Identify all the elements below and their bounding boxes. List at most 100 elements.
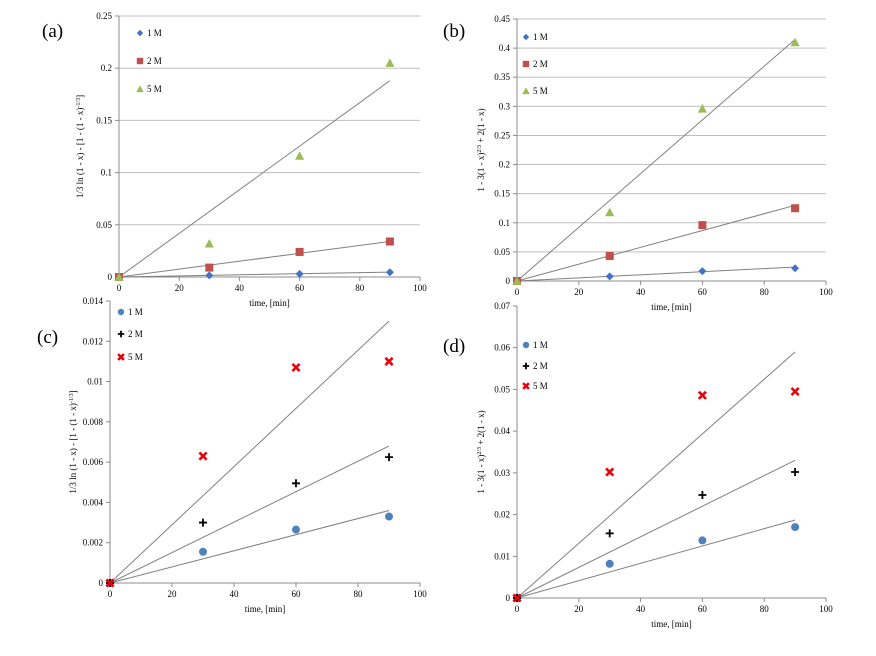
x-axis-label: time, [min] (249, 298, 290, 308)
y-tick-label: 0.15 (96, 115, 112, 125)
x-tick-label: 100 (413, 283, 427, 293)
legend-label-1m: 1 M (128, 307, 143, 317)
panel-label: (c) (37, 327, 58, 348)
y-tick-label: 0.04 (494, 426, 510, 436)
y-tick-label: 0.05 (494, 384, 510, 394)
x-tick-label: 100 (819, 604, 833, 614)
y-tick-label: 0.25 (96, 11, 112, 21)
y-tick-label: 0.01 (87, 377, 103, 387)
y-tick-label: 0.01 (494, 551, 510, 561)
y-tick-label: 0.05 (494, 247, 510, 257)
data-point-1m (385, 268, 394, 277)
data-point-2m (791, 204, 800, 213)
data-point-1m (605, 272, 614, 281)
panel-label: (d) (443, 336, 465, 357)
data-point-5m (790, 37, 800, 47)
x-tick-label: 80 (355, 283, 365, 293)
y-tick-label: 0.15 (494, 189, 510, 199)
data-point-5m (697, 104, 707, 113)
panel-label: (a) (42, 21, 63, 42)
y-tick-label: 0.4 (499, 43, 511, 53)
legend-label-5m: 5 M (533, 86, 548, 96)
fit-line-2m (516, 204, 796, 282)
y-tick-label: 0.014 (83, 296, 104, 306)
data-point-1m (698, 536, 707, 545)
legend-marker-5m (522, 87, 530, 95)
y-tick-label: 0.002 (83, 538, 103, 548)
y-axis-label: 1 - 3(1 - x)2/3 + 2(1 - x) (476, 108, 486, 191)
fit-line-1m (109, 510, 390, 584)
data-point-2m (385, 237, 394, 246)
legend-label-5m: 5 M (147, 84, 162, 94)
x-tick-label: 0 (108, 589, 113, 599)
data-point-1m (295, 269, 304, 278)
fit-line-1m (516, 266, 796, 282)
legend-marker-1m (117, 308, 125, 316)
x-tick-label: 100 (819, 287, 833, 297)
y-tick-label: 0.006 (83, 457, 104, 467)
data-point-1m (385, 512, 393, 521)
legend-label-2m: 2 M (533, 361, 548, 371)
fit-line-5m (516, 351, 796, 599)
data-point-5m (105, 578, 115, 588)
legend-label-2m: 2 M (533, 59, 548, 69)
x-tick-label: 40 (636, 604, 646, 614)
data-point-5m (385, 58, 395, 67)
fit-line-2m (516, 459, 796, 599)
data-point-1m (605, 559, 614, 568)
legend-marker-5m (136, 85, 144, 93)
x-tick-label: 20 (175, 283, 185, 293)
y-axis-label: 1/3 ln (1 - x) - [1 - (1 - x)-1/3] (68, 390, 78, 493)
data-point-5m (790, 386, 800, 397)
y-tick-label: 0.1 (101, 168, 112, 178)
legend-marker-1m (522, 33, 530, 41)
x-tick-label: 80 (354, 589, 364, 599)
legend-marker-1m (522, 341, 530, 349)
x-axis-label: time, [min] (651, 619, 692, 629)
y-tick-label: 0.35 (494, 72, 510, 82)
data-point-5m (605, 207, 615, 217)
fit-line-1m (118, 271, 390, 278)
x-tick-label: 20 (168, 589, 178, 599)
y-axis-label: 1 - 3(1 - x)2/3 + 2(1 - x) (476, 410, 486, 493)
fit-line-2m (118, 241, 390, 278)
y-tick-label: 0.05 (96, 220, 112, 230)
y-tick-label: 0.012 (83, 336, 103, 346)
legend-marker-1m (136, 29, 144, 37)
y-tick-label: 0.02 (494, 510, 510, 520)
data-point-2m (698, 221, 707, 230)
chart-panel-d: (d) 0 20 40 60 80 100 0 0.01 0.02 0.03 0.04 0.05 0.06… (443, 301, 833, 629)
data-point-5m (697, 390, 707, 400)
fit-line-2m (109, 445, 390, 584)
fit-line-5m (516, 39, 796, 282)
data-point-2m (605, 529, 614, 538)
x-tick-label: 60 (698, 287, 708, 297)
data-point-2m (605, 251, 614, 260)
y-tick-label: 0.3 (499, 101, 511, 111)
legend-marker-5m (522, 382, 530, 390)
y-tick-label: 0.06 (494, 343, 510, 353)
data-point-2m (199, 518, 207, 527)
x-tick-label: 0 (117, 283, 122, 293)
y-tick-label: 0.004 (83, 497, 104, 507)
chart-panel-b: (b) 0 20 40 60 80 100 0 0.05 0.1 0.15 0.2 0.25 0.3 0.3… (443, 14, 833, 312)
data-point-2m (295, 247, 304, 256)
data-point-5m (198, 451, 208, 461)
data-point-2m (698, 490, 707, 499)
y-axis-label: 1/3 ln (1 - x) - [1 - (1 - x)-1/3] (75, 95, 85, 198)
y-tick-label: 0.008 (83, 417, 104, 427)
data-point-1m (791, 523, 800, 532)
legend-label-5m: 5 M (128, 352, 143, 362)
data-point-5m (295, 151, 305, 160)
y-tick-label: 0.45 (494, 14, 510, 24)
x-tick-label: 0 (515, 604, 520, 614)
legend-marker-2m (117, 330, 125, 338)
y-tick-label: 0.2 (499, 160, 510, 170)
x-tick-label: 20 (574, 604, 584, 614)
data-point-2m (791, 468, 800, 477)
data-point-1m (205, 271, 214, 280)
chart-panel-c: (c) 0 20 40 60 80 100 0 0.002 0.004 0.006 0.008 0.01… (37, 296, 427, 614)
x-tick-label: 80 (760, 287, 770, 297)
x-axis-label: time, [min] (651, 302, 692, 312)
